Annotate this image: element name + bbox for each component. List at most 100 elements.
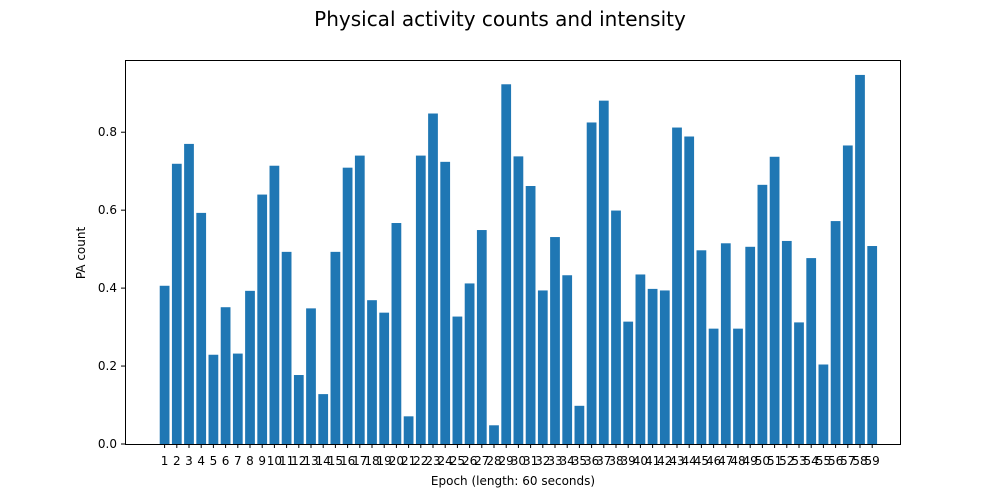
x-tick-label: 47 — [718, 454, 733, 468]
x-tick-label: 58 — [852, 454, 867, 468]
x-tick-label: 22 — [413, 454, 428, 468]
bar-epoch-45 — [696, 250, 707, 444]
x-tick-label: 24 — [438, 454, 453, 468]
x-tick-label: 36 — [584, 454, 599, 468]
y-tick-label: 0.0 — [98, 437, 117, 451]
x-tick-label: 43 — [669, 454, 684, 468]
x-tick-label: 41 — [645, 454, 660, 468]
x-tick-label: 53 — [791, 454, 806, 468]
bar-epoch-10 — [269, 165, 280, 445]
bar-epoch-47 — [720, 243, 731, 444]
bar-epoch-48 — [733, 328, 743, 444]
x-tick-label: 25 — [450, 454, 465, 468]
x-tick-label: 3 — [185, 454, 193, 468]
x-tick-label: 39 — [621, 454, 636, 468]
x-tick-label: 6 — [222, 454, 230, 468]
x-tick-label: 17 — [352, 454, 367, 468]
bar-epoch-26 — [464, 283, 475, 444]
bar-epoch-21 — [403, 416, 414, 444]
x-tick-label: 40 — [633, 454, 648, 468]
x-axis-label: Epoch (length: 60 seconds) — [431, 474, 595, 488]
bar-epoch-42 — [659, 290, 670, 444]
bars-group — [159, 74, 878, 445]
bar-epoch-57 — [842, 145, 853, 444]
bar-epoch-52 — [781, 240, 792, 444]
x-tick-label: 13 — [303, 454, 318, 468]
x-tick-label: 29 — [499, 454, 514, 468]
chart-title: Physical activity counts and intensity — [314, 7, 686, 31]
x-tick-label: 38 — [608, 454, 623, 468]
bar-epoch-24 — [440, 161, 451, 444]
bar-epoch-32 — [537, 290, 548, 444]
bar-epoch-43 — [672, 127, 682, 444]
x-tick-label: 15 — [328, 454, 343, 468]
x-tick-label: 48 — [730, 454, 745, 468]
bar-epoch-46 — [708, 328, 719, 444]
bar-epoch-12 — [293, 375, 304, 444]
bar-epoch-36 — [586, 122, 597, 444]
y-axis-label: PA count — [74, 227, 88, 280]
bar-epoch-53 — [794, 322, 804, 444]
bar-epoch-7 — [232, 353, 243, 444]
x-tick-label: 1 — [161, 454, 169, 468]
bar-epoch-33 — [550, 237, 560, 444]
x-tick-label: 30 — [511, 454, 526, 468]
y-tick-label: 0.4 — [98, 281, 117, 295]
x-tick-label: 14 — [316, 454, 331, 468]
bar-epoch-30 — [513, 156, 524, 444]
bar-epoch-55 — [818, 364, 829, 444]
x-tick-label: 31 — [523, 454, 538, 468]
bar-epoch-28 — [489, 425, 499, 444]
x-tick-label: 37 — [596, 454, 611, 468]
y-tick-label: 0.6 — [98, 203, 117, 217]
x-tick-label: 27 — [474, 454, 489, 468]
bar-epoch-59 — [867, 246, 878, 444]
x-tick-label: 21 — [401, 454, 416, 468]
bar-epoch-51 — [769, 156, 780, 444]
x-tick-label: 55 — [816, 454, 831, 468]
x-tick-label: 8 — [246, 454, 254, 468]
x-tick-label: 32 — [535, 454, 550, 468]
bar-epoch-20 — [391, 223, 402, 444]
x-tick-label: 59 — [865, 454, 880, 468]
x-tick-label: 20 — [389, 454, 404, 468]
bar-epoch-3 — [184, 143, 194, 444]
bar-epoch-15 — [330, 251, 341, 444]
bar-epoch-16 — [342, 167, 353, 444]
bar-epoch-9 — [257, 194, 268, 444]
bar-epoch-31 — [525, 186, 536, 444]
bar-epoch-4 — [196, 212, 207, 444]
x-tick-label: 23 — [425, 454, 440, 468]
plot-frame — [125, 60, 901, 445]
bar-epoch-29 — [501, 84, 512, 444]
bar-epoch-49 — [745, 246, 756, 444]
x-tick-label: 45 — [694, 454, 709, 468]
bar-epoch-58 — [855, 74, 865, 445]
x-tick-label: 49 — [743, 454, 758, 468]
x-axis: 1 2 3 4 5 6 7 8 9 1011121314151617181920212223242… — [161, 444, 880, 468]
x-tick-label: 50 — [755, 454, 770, 468]
x-tick-label: 34 — [560, 454, 575, 468]
bar-epoch-56 — [830, 221, 841, 444]
x-tick-label: 52 — [779, 454, 794, 468]
bar-epoch-19 — [379, 312, 390, 444]
bar-epoch-27 — [476, 230, 487, 444]
x-tick-label: 57 — [840, 454, 855, 468]
bar-epoch-54 — [806, 258, 817, 444]
y-tick-label: 0.2 — [98, 359, 117, 373]
bar-epoch-41 — [647, 288, 658, 444]
x-tick-label: 18 — [364, 454, 379, 468]
bar-epoch-1 — [159, 285, 170, 444]
bar-epoch-25 — [452, 316, 463, 444]
bar-epoch-5 — [208, 354, 219, 444]
x-tick-label: 54 — [804, 454, 819, 468]
bar-epoch-50 — [757, 184, 768, 444]
bar-epoch-8 — [245, 290, 255, 444]
x-tick-label: 44 — [682, 454, 697, 468]
x-tick-label: 16 — [340, 454, 355, 468]
x-tick-label: 4 — [197, 454, 205, 468]
bar-epoch-44 — [684, 136, 695, 444]
bar-epoch-14 — [318, 394, 329, 444]
x-tick-label: 5 — [210, 454, 218, 468]
